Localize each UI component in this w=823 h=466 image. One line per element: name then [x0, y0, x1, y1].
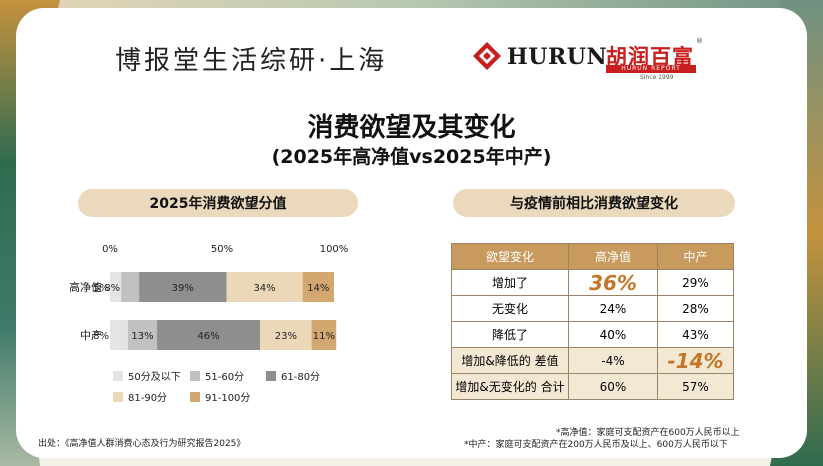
bar-data-label: 8%	[104, 283, 120, 294]
table-header-hnw: 高净值	[568, 243, 658, 270]
row-label: 增加了	[451, 269, 569, 296]
legend-swatch	[113, 391, 123, 402]
bar-data-label: 11%	[313, 331, 335, 342]
legend-swatch	[190, 391, 200, 402]
bar-data-label: 5%	[93, 283, 109, 294]
table-row: 增加&降低的 差值 -4% -14%	[451, 347, 734, 374]
registered-mark: ®	[696, 37, 703, 45]
bar-segment	[302, 272, 334, 302]
table-row: 无变化 24% 28%	[451, 295, 734, 322]
bar-data-label: 46%	[197, 331, 219, 342]
legend-label: 51-60分	[205, 372, 245, 383]
legend-item: 51-60分	[190, 368, 244, 383]
table-row: 降低了 40% 43%	[451, 321, 734, 348]
bar-data-label: 8%	[93, 331, 109, 342]
bar-segment	[311, 320, 337, 350]
left-panel-title: 2025年消费欲望分值	[78, 189, 358, 217]
bar-segment	[157, 320, 261, 350]
cell-hnw: 24%	[568, 295, 658, 322]
page-title: 消费欲望及其变化	[307, 113, 516, 143]
legend-label: 81-90分	[128, 393, 168, 404]
cell-mid: -14%	[657, 347, 734, 374]
legend-swatch	[266, 370, 276, 381]
hurun-logo-icon	[473, 42, 501, 70]
right-panel-title: 与疫情前相比消费欲望变化	[453, 189, 735, 217]
cell-mid: 43%	[657, 321, 734, 348]
table-header-mid: 中产	[657, 243, 734, 270]
legend-item: 50分及以下	[113, 368, 181, 383]
bar-segment	[139, 272, 227, 302]
x-tick-label: 100%	[320, 244, 349, 255]
cell-mid: 57%	[657, 373, 734, 400]
comparison-table: 欲望变化 高净值 中产 增加了 36% 29% 无变化 24% 28% 降低了 …	[451, 243, 734, 400]
legend-item: 61-80分	[266, 368, 320, 383]
legend-item: 81-90分	[113, 389, 167, 404]
bar-data-label: 34%	[253, 283, 275, 294]
brand-title: 博报堂生活综研·上海	[115, 46, 388, 76]
legend-label: 61-80分	[281, 372, 321, 383]
row-label: 降低了	[451, 321, 569, 348]
legend-swatch	[113, 370, 123, 381]
logo-since-text: Since 1999	[640, 74, 674, 81]
legend-label: 50分及以下	[128, 372, 181, 383]
category-label: 中产	[80, 328, 102, 342]
hurun-logo-text: HURUN	[507, 44, 608, 70]
bar-data-label: 14%	[307, 283, 329, 294]
table-row: 增加&无变化的 合计 60% 57%	[451, 373, 734, 400]
row-label: 无变化	[451, 295, 569, 322]
cell-hnw: 40%	[568, 321, 658, 348]
note-mid: *中产：家庭可支配资产在200万人民币及以上、600万人民币以下	[464, 440, 728, 450]
legend-item: 91-100分	[190, 389, 250, 404]
table-header-row: 欲望变化 高净值 中产	[451, 243, 734, 270]
page-subtitle: (2025年高净值vs2025年中产)	[271, 146, 552, 168]
cell-hnw: 60%	[568, 373, 658, 400]
bar-segment	[121, 272, 140, 302]
bar-data-label: 39%	[172, 283, 194, 294]
cell-mid: 29%	[657, 269, 734, 296]
x-tick-label: 50%	[211, 244, 233, 255]
legend-swatch	[190, 370, 200, 381]
bar-segment	[226, 272, 303, 302]
bar-segment	[260, 320, 312, 350]
source-citation: 出处：《高净值人群消费心态及行为研究报告2025》	[38, 439, 246, 449]
table-header-change: 欲望变化	[451, 243, 569, 270]
category-label: 高净值	[69, 280, 102, 294]
hurun-report-subtext: HURUN REPORT	[606, 65, 696, 73]
bar-data-label: 23%	[275, 331, 297, 342]
highlight-value: 36%	[589, 270, 637, 295]
bar-segment	[110, 320, 128, 350]
cell-mid: 28%	[657, 295, 734, 322]
bar-data-label: 13%	[131, 331, 153, 342]
cell-hnw: 36%	[568, 269, 658, 296]
x-tick-label: 0%	[102, 244, 118, 255]
note-hnw: *高净值：家庭可支配资产在600万人民币以上	[556, 428, 740, 438]
row-label: 增加&无变化的 合计	[451, 373, 569, 400]
bar-segment	[127, 320, 158, 350]
bar-segment	[110, 272, 122, 302]
legend-label: 91-100分	[205, 393, 251, 404]
row-label: 增加&降低的 差值	[451, 347, 569, 374]
cell-hnw: -4%	[568, 347, 658, 374]
highlight-value: -14%	[667, 348, 724, 373]
table-row: 增加了 36% 29%	[451, 269, 734, 296]
